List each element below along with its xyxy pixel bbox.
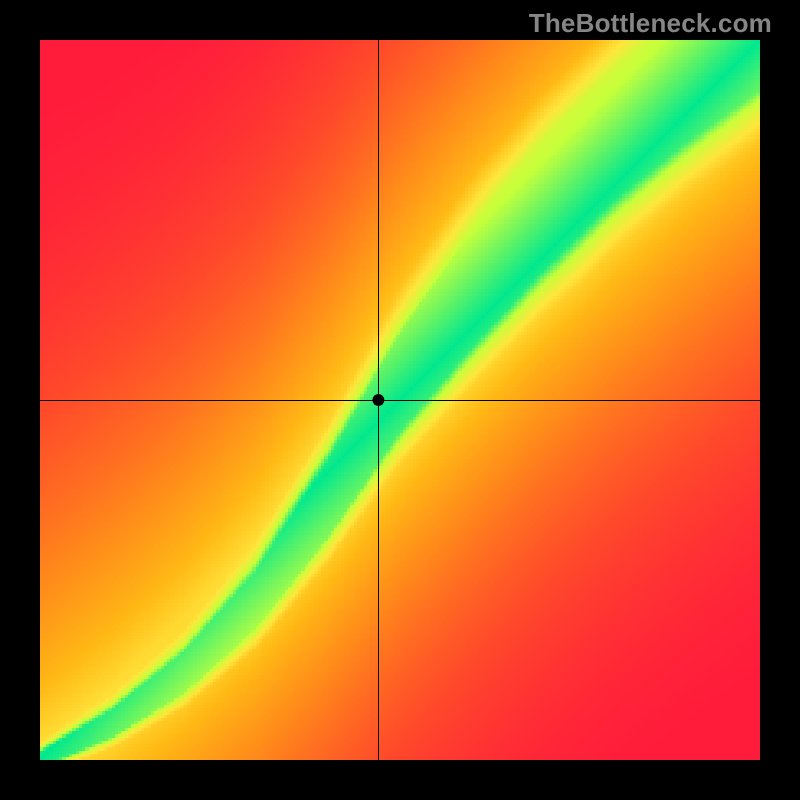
bottleneck-heatmap xyxy=(40,40,760,760)
chart-container: TheBottleneck.com xyxy=(0,0,800,800)
watermark-text: TheBottleneck.com xyxy=(529,8,772,39)
